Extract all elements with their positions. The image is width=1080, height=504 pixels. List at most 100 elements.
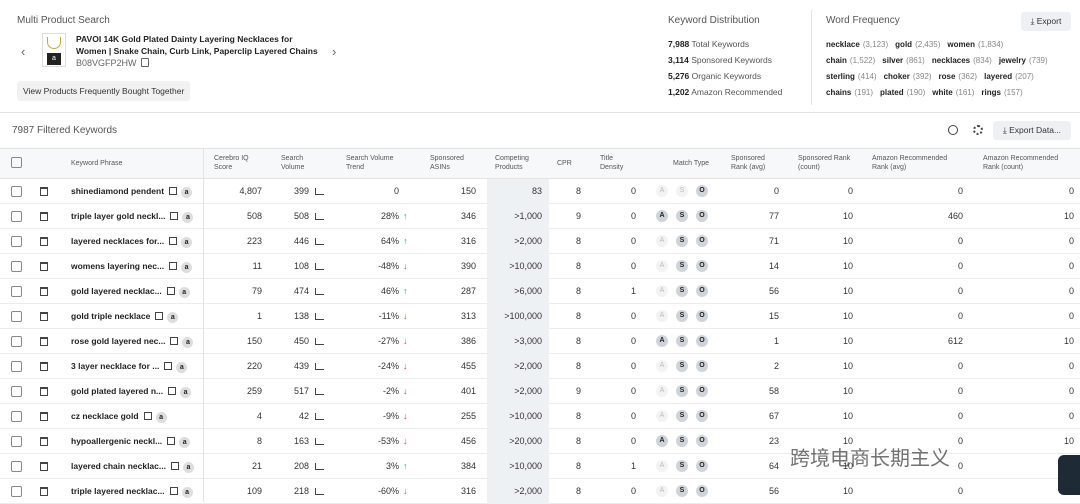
word-term[interactable]: layered [984, 72, 1013, 81]
word-term[interactable]: silver [882, 56, 904, 65]
trash-icon[interactable] [40, 412, 48, 421]
keyword-text[interactable]: layered chain necklac... [71, 461, 166, 471]
table-row[interactable]: triple layer gold neckl... a 508 508 28% 346 >… [0, 204, 1080, 229]
trend-chart-icon[interactable] [315, 263, 324, 270]
row-checkbox[interactable] [11, 186, 22, 197]
keyword-cell[interactable]: triple layered necklac... a [71, 479, 193, 504]
row-checkbox[interactable] [11, 461, 22, 472]
table-row[interactable]: triple layered necklac... a 109 218 -60% 316 >… [0, 479, 1080, 504]
external-link-icon[interactable] [169, 237, 178, 245]
row-checkbox[interactable] [11, 436, 22, 447]
keyword-text[interactable]: layered necklaces for... [71, 236, 165, 246]
col-sponsored-rank-count[interactable]: Sponsored Rank (count) [798, 155, 851, 171]
row-checkbox[interactable] [11, 261, 22, 272]
trash-icon[interactable] [40, 237, 48, 246]
trend-chart-icon[interactable] [315, 413, 324, 420]
keyword-cell[interactable]: hypoallergenic neckl... a [71, 429, 191, 454]
external-link-icon[interactable] [169, 187, 178, 195]
table-row[interactable]: layered necklaces for... a 223 446 64% 316 >2,… [0, 229, 1080, 254]
external-link-icon[interactable] [155, 312, 164, 320]
trend-chart-icon[interactable] [315, 488, 324, 495]
word-term[interactable]: gold [895, 40, 913, 49]
keyword-text[interactable]: hypoallergenic neckl... [71, 436, 163, 446]
col-match-type[interactable]: Match Type [673, 160, 710, 167]
row-checkbox[interactable] [11, 411, 22, 422]
trend-chart-icon[interactable] [315, 238, 324, 245]
amazon-icon[interactable]: a [182, 212, 194, 223]
row-checkbox[interactable] [11, 211, 22, 222]
table-row[interactable]: cz necklace gold a 4 42 -9% 255 >10,000 8 0 67 10 0… [0, 404, 1080, 429]
select-all-checkbox[interactable] [11, 157, 22, 168]
trash-icon[interactable] [40, 462, 48, 471]
external-link-icon[interactable] [166, 287, 175, 295]
copy-icon[interactable] [141, 58, 149, 67]
keyword-text[interactable]: gold layered necklac... [71, 286, 162, 296]
external-link-icon[interactable] [170, 462, 179, 470]
trash-icon[interactable] [40, 312, 48, 321]
col-title-density[interactable]: Title Density [600, 155, 624, 171]
external-link-icon[interactable] [167, 437, 176, 445]
keyword-cell[interactable]: gold plated layered n... a [71, 379, 192, 404]
amazon-icon[interactable]: a [155, 412, 167, 423]
col-search-volume[interactable]: Search Volume [281, 155, 305, 171]
external-link-icon[interactable] [143, 412, 152, 420]
col-sponsored-asins[interactable]: Sponsored ASINs [430, 155, 464, 171]
row-checkbox[interactable] [11, 336, 22, 347]
col-keyword[interactable]: Keyword Phrase [71, 160, 123, 167]
trend-chart-icon[interactable] [315, 288, 324, 295]
trash-icon[interactable] [40, 262, 48, 271]
keyword-cell[interactable]: 3 layer necklace for ... a [71, 354, 188, 379]
word-term[interactable]: rings [981, 88, 1001, 97]
amazon-icon[interactable]: a [181, 262, 193, 273]
external-link-icon[interactable] [170, 337, 179, 345]
amazon-icon[interactable]: a [181, 487, 193, 498]
amazon-icon[interactable]: a [181, 187, 193, 198]
table-row[interactable]: gold plated layered n... a 259 517 -2% 401 >2,… [0, 379, 1080, 404]
external-link-icon[interactable] [170, 212, 179, 220]
word-term[interactable]: plated [880, 88, 904, 97]
export-button[interactable]: ⤓ Export [1021, 12, 1071, 31]
col-sponsored-rank-avg[interactable]: Sponsored Rank (avg) [731, 155, 766, 171]
table-row[interactable]: womens layering nec... a 11 108 -48% 390 >10,0… [0, 254, 1080, 279]
external-link-icon[interactable] [169, 262, 178, 270]
keyword-text[interactable]: gold triple necklace [71, 311, 151, 321]
row-checkbox[interactable] [11, 361, 22, 372]
row-checkbox[interactable] [11, 311, 22, 322]
row-checkbox[interactable] [11, 286, 22, 297]
external-link-icon[interactable] [168, 387, 177, 395]
keyword-text[interactable]: cz necklace gold [71, 411, 139, 421]
export-data-button[interactable]: ⤓ Export Data... [993, 121, 1071, 140]
word-term[interactable]: chain [826, 56, 847, 65]
external-link-icon[interactable] [169, 487, 178, 495]
word-term[interactable]: women [947, 40, 975, 49]
col-amazon-rec-rank-count[interactable]: Amazon Recommended Rank (count) [983, 155, 1059, 171]
keyword-cell[interactable]: layered necklaces for... a [71, 229, 193, 254]
keyword-text[interactable]: rose gold layered nec... [71, 336, 166, 346]
keyword-text[interactable]: triple layer gold neckl... [71, 211, 166, 221]
trash-icon[interactable] [40, 487, 48, 496]
word-term[interactable]: necklaces [931, 56, 971, 65]
word-term[interactable]: chains [826, 88, 852, 97]
col-cpr[interactable]: CPR [557, 160, 572, 167]
keyword-cell[interactable]: gold triple necklace a [71, 304, 179, 329]
trash-icon[interactable] [40, 337, 48, 346]
amazon-icon[interactable]: a [178, 287, 190, 298]
gear-icon[interactable] [973, 125, 983, 135]
external-link-icon[interactable] [164, 362, 173, 370]
trend-chart-icon[interactable] [315, 213, 324, 220]
amazon-icon[interactable]: a [167, 312, 179, 323]
amazon-icon[interactable]: a [180, 387, 192, 398]
trash-icon[interactable] [40, 362, 48, 371]
word-term[interactable]: sterling [826, 72, 855, 81]
keyword-text[interactable]: shinediamond pendent [71, 186, 165, 196]
col-cerebro-iq[interactable]: Cerebro IQ Score [214, 155, 249, 171]
row-checkbox[interactable] [11, 236, 22, 247]
keyword-cell[interactable]: gold layered necklac... a [71, 279, 190, 304]
col-amazon-rec-rank-avg[interactable]: Amazon Recommended Rank (avg) [872, 155, 948, 171]
amazon-icon[interactable]: a [181, 237, 193, 248]
keyword-text[interactable]: 3 layer necklace for ... [71, 361, 160, 371]
trash-icon[interactable] [40, 187, 48, 196]
keyword-cell[interactable]: rose gold layered nec... a [71, 329, 194, 354]
product-thumbnail[interactable]: a [42, 33, 66, 67]
col-competing-products[interactable]: Competing Products [495, 155, 529, 171]
